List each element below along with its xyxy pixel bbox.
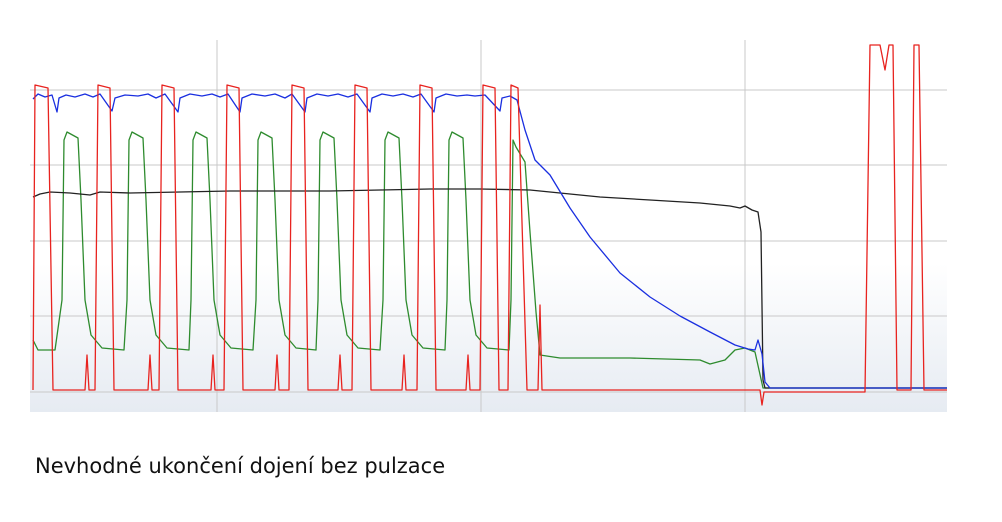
- series-line: [32, 188, 947, 389]
- series-line: [32, 93, 947, 389]
- plot-area: [30, 40, 947, 412]
- chart-title: Nevhodné ukončení dojení bez pulzace: [35, 454, 445, 478]
- series-line: [32, 44, 947, 406]
- series-line: [32, 131, 947, 389]
